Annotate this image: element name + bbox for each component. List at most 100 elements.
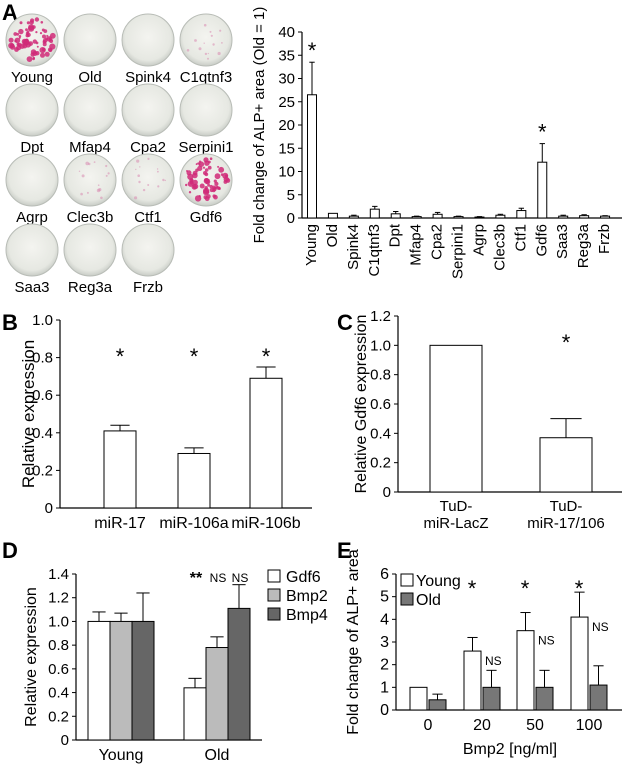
y-tick-label: 0.6	[32, 387, 53, 404]
alp-stain-spot	[26, 21, 30, 25]
y-tick-label: 0.2	[48, 708, 69, 725]
significance-star: *	[538, 120, 547, 145]
alp-stain-spot	[214, 181, 219, 186]
bar-50-old	[535, 686, 554, 711]
alp-stain-spot	[134, 196, 138, 200]
y-tick-label: 25	[278, 94, 295, 111]
bar-20-old	[482, 686, 501, 711]
significance-star: *	[190, 344, 199, 369]
y-tick-label: 0.8	[48, 637, 69, 654]
panel-label-e: E	[337, 538, 352, 563]
panel-label-d: D	[2, 538, 18, 563]
x-tick-label: C1qtnf3	[366, 224, 383, 277]
y-tick-label: 30	[278, 71, 295, 88]
bar-cpa2	[432, 213, 443, 219]
alp-stain-spot	[48, 37, 52, 41]
alp-stain-spot	[42, 38, 48, 43]
alp-stain-spot	[202, 166, 206, 169]
dish-label: Agrp	[16, 209, 48, 226]
alp-stain-spot	[214, 173, 221, 180]
alp-stain-spot	[186, 170, 192, 176]
dish-label: Young	[11, 69, 53, 86]
alp-stain-spot	[105, 164, 108, 168]
bar-0-young	[409, 686, 428, 711]
x-tick-label: 100	[576, 717, 603, 734]
alp-stain-spot	[194, 39, 197, 42]
dish-label: Dpt	[20, 139, 44, 156]
x-tick-label: Gdf6	[533, 224, 550, 257]
alp-stain-spot	[207, 165, 212, 170]
significance-star: *	[575, 576, 584, 601]
alp-stain-spot	[209, 184, 213, 189]
bar-old-bmp2	[205, 647, 229, 741]
alp-stain-spot	[136, 159, 140, 163]
dish-label: Serpini1	[178, 139, 233, 156]
culture-dish-clec3b: Clec3b	[63, 153, 117, 226]
bar-mfap4	[411, 216, 422, 219]
alp-stain-spot	[194, 195, 202, 202]
bar-0-old	[428, 699, 447, 711]
alp-stain-spot	[135, 168, 137, 171]
alp-stain-spot	[157, 185, 160, 188]
chart-b: 0 0.2 0.4 0.6 0.8 1.0 Relative expression * miR-…	[19, 312, 312, 532]
bar-tud-mir-17-106	[539, 437, 593, 493]
y-tick-label: 0.4	[370, 425, 391, 442]
bar-serpini1	[453, 216, 464, 219]
y-tick-label: 0.8	[32, 350, 53, 367]
alp-stain-spot	[49, 48, 53, 52]
alp-stain-spot	[46, 34, 49, 38]
alp-stain-spot	[16, 45, 22, 51]
alp-stain-spot	[217, 187, 220, 190]
legend-label-bmp4: Bmp4	[286, 607, 328, 624]
y-tick-label: 0.2	[32, 462, 53, 479]
alp-stain-spot	[204, 168, 209, 172]
dish-plate	[121, 83, 175, 137]
y-axis-label: Relative Gdf6 expression	[353, 315, 370, 494]
alp-stain-spot	[162, 178, 165, 182]
dish-label: Old	[78, 69, 101, 86]
alp-stain-spot	[138, 180, 141, 184]
alp-stain-spot	[35, 41, 39, 45]
alp-stain-spot	[204, 52, 208, 56]
alp-stain-spot	[209, 157, 213, 160]
x-tick-label: Clec3b	[491, 224, 508, 271]
alp-stain-spot	[97, 184, 100, 186]
alp-stain-spot	[26, 30, 30, 34]
alp-stain-spot	[35, 30, 38, 34]
alp-stain-spot	[197, 165, 203, 171]
x-tick-label: Serpini1	[450, 224, 467, 279]
y-tick-label: 0	[287, 210, 295, 227]
alp-stain-spot	[207, 57, 209, 60]
alp-stain-spot	[10, 44, 16, 50]
culture-dish-dpt: Dpt	[5, 83, 59, 156]
culture-dish-old: Old	[63, 13, 117, 86]
dish-plate	[63, 153, 117, 207]
x-tick-label: miR-17/106	[527, 515, 605, 532]
bar-50-young	[516, 630, 535, 711]
x-tick-label: miR-17	[94, 515, 146, 532]
dish-plate	[179, 13, 233, 67]
y-tick-label: 3	[380, 634, 389, 651]
x-tick-label: Spink4	[345, 224, 362, 270]
x-tick-label: Ctf1	[512, 224, 529, 252]
bar-mir-17	[103, 430, 137, 509]
significance-star: *	[262, 344, 271, 369]
significance-label: **	[190, 570, 203, 587]
alp-stain-spot	[147, 157, 150, 160]
legend-label-bmp2: Bmp2	[286, 588, 328, 605]
alp-stain-spot	[206, 194, 211, 199]
alp-stain-spot	[192, 179, 198, 186]
alp-stain-spot	[203, 189, 209, 196]
x-tick-label: Cpa2	[429, 224, 446, 260]
ns-label: NS	[538, 634, 555, 648]
culture-dish-young: Young	[5, 13, 59, 86]
alp-stain-spot	[22, 43, 28, 49]
culture-dish-agrp: Agrp	[5, 153, 59, 226]
alp-stain-spot	[157, 170, 159, 173]
bar-gdf6	[537, 161, 548, 219]
y-tick-label: 0.2	[370, 455, 391, 472]
alp-stain-spot	[217, 51, 221, 56]
alp-stain-spot	[28, 41, 33, 46]
alp-stain-spot	[198, 47, 202, 51]
